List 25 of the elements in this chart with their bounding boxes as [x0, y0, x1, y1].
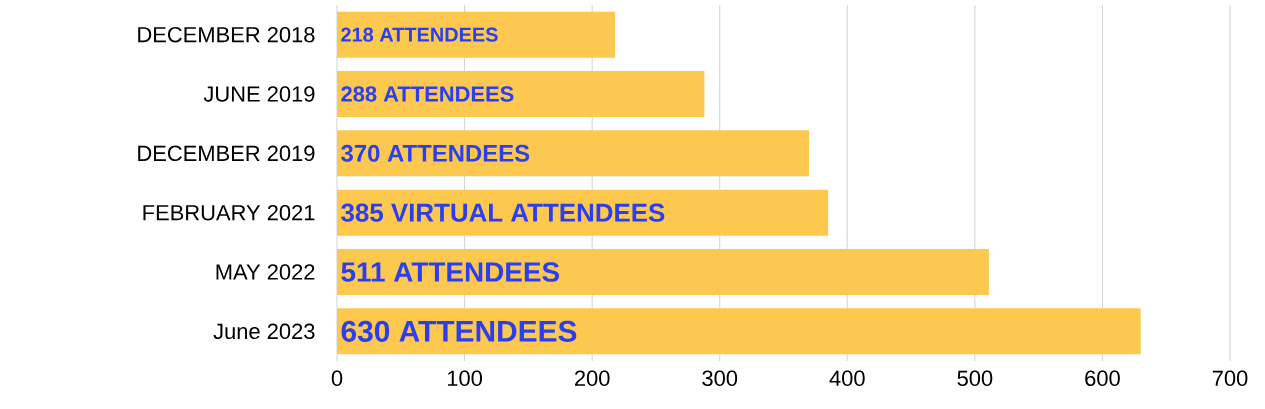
x-tick-label: 300	[702, 370, 738, 387]
x-tick-label: 0	[331, 370, 343, 387]
bar	[337, 308, 1141, 355]
x-tick-label: 100	[447, 370, 482, 387]
data-label: 511 ATTENDEES	[341, 262, 560, 282]
x-tick-label: 700	[1212, 370, 1248, 387]
x-tick-label: 500	[957, 370, 993, 387]
y-tick-label: MAY 2022	[216, 264, 315, 280]
data-label: 288 ATTENDEES	[341, 86, 514, 102]
y-tick-label: June 2023	[213, 323, 315, 340]
y-tick-label: FEBRUARY 2021	[143, 204, 315, 221]
bar	[337, 249, 989, 295]
data-label: 385 VIRTUAL ATTENDEES	[341, 203, 665, 222]
x-tick-label: 600	[1085, 370, 1120, 387]
x-tick-label: 400	[829, 370, 865, 387]
data-label: 630 ATTENDEES	[341, 320, 577, 342]
bar	[337, 11, 616, 58]
x-tick-label: 200	[574, 370, 610, 387]
y-tick-label: JUNE 2019	[203, 86, 315, 102]
bar	[337, 130, 810, 177]
y-tick-label: DECEMBER 2018	[138, 26, 315, 43]
data-label: 370 ATTENDEES	[341, 144, 530, 162]
bar	[337, 71, 705, 117]
y-tick-label: DECEMBER 2019	[138, 145, 315, 162]
data-label: 218 ATTENDEES	[341, 27, 498, 42]
